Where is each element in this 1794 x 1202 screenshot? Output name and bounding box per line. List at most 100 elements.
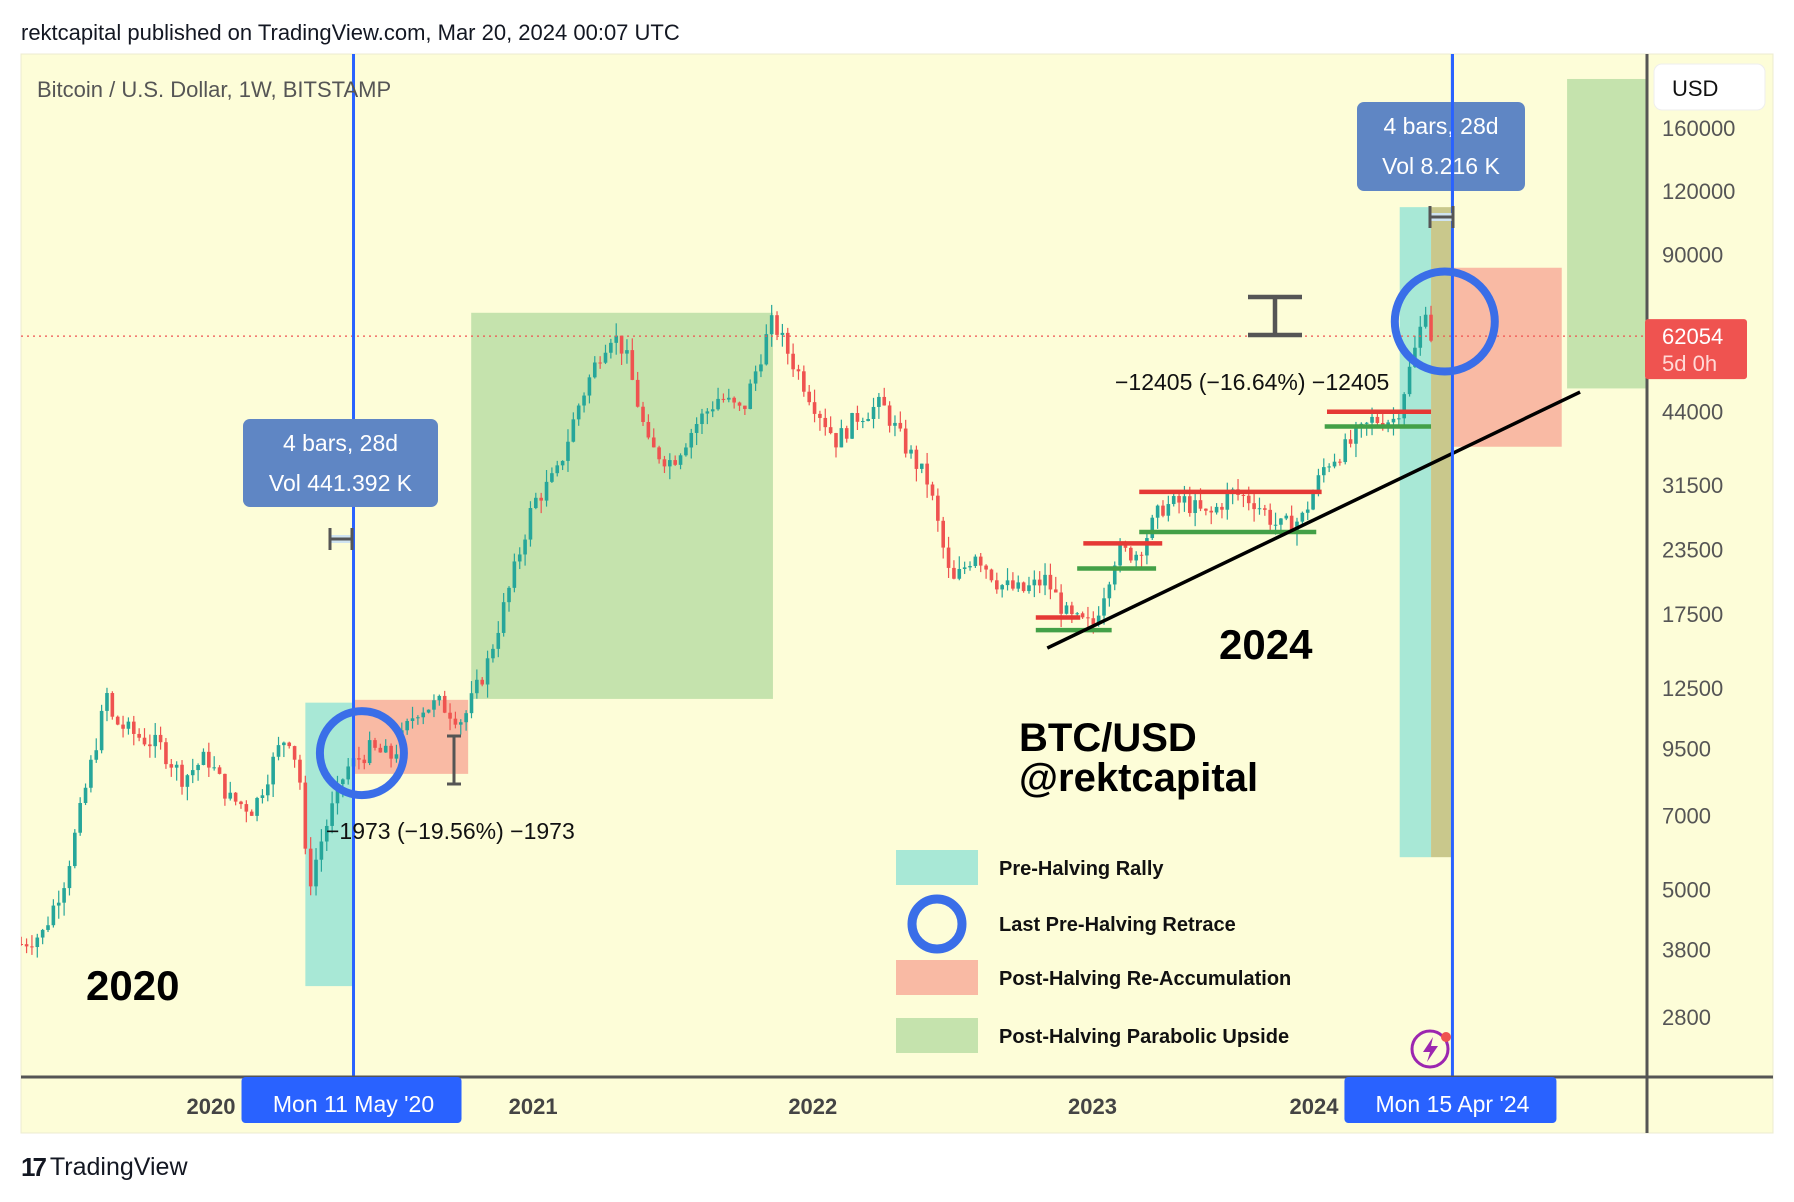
price-tick-label: 23500: [1662, 537, 1723, 562]
candle: [190, 758, 195, 784]
candle-body: [1225, 492, 1230, 510]
candle: [764, 324, 769, 366]
candle-body: [244, 804, 249, 812]
candle: [775, 311, 779, 341]
candle-body: [432, 700, 436, 710]
candle: [346, 758, 350, 785]
candle: [641, 401, 645, 426]
candle-body: [641, 406, 645, 422]
candle-body: [855, 413, 860, 422]
candle: [319, 829, 324, 872]
time-tick-label: 2021: [509, 1094, 558, 1119]
candle-body: [721, 398, 726, 400]
candle-body: [716, 398, 720, 410]
candle-body: [335, 784, 340, 804]
candle-body: [1032, 579, 1037, 586]
candle: [416, 715, 420, 725]
candle-body: [780, 332, 785, 335]
candle-body: [448, 712, 452, 719]
candle-body: [598, 362, 602, 364]
candle-body: [748, 383, 753, 409]
candle-body: [609, 342, 613, 353]
lightning-alert-icon[interactable]: [1410, 1029, 1451, 1069]
candle-body: [126, 721, 131, 729]
candle-body: [919, 463, 924, 469]
tooltip-bg: [243, 419, 438, 507]
candle-body: [1241, 494, 1246, 496]
candle-body: [1171, 496, 1176, 505]
candle: [737, 401, 742, 411]
candle-body: [271, 756, 275, 785]
candle: [1204, 508, 1208, 516]
candle-body: [1123, 545, 1128, 548]
currency-button[interactable]: USD: [1653, 63, 1766, 111]
candle-body: [802, 371, 806, 392]
candle: [475, 669, 479, 699]
candle: [330, 791, 334, 834]
last-price-countdown: 5d 0h: [1662, 351, 1717, 376]
candle: [769, 304, 774, 347]
candle-body: [962, 567, 967, 569]
price-range-marker-icon: [447, 734, 461, 786]
candle-body: [1429, 314, 1433, 341]
candle-body: [378, 747, 383, 753]
candle: [378, 743, 383, 753]
candle: [984, 564, 988, 579]
candle-body: [732, 397, 736, 403]
candle-body: [330, 803, 334, 826]
candle-body: [196, 764, 200, 771]
candle: [212, 756, 216, 771]
date-badge-label: Mon 11 May '20: [273, 1091, 434, 1117]
candle: [458, 719, 463, 735]
candle: [83, 783, 88, 806]
candle: [1241, 492, 1246, 508]
candle-body: [952, 567, 956, 579]
candle: [442, 690, 447, 714]
candle-body: [678, 455, 683, 465]
candle-body: [893, 422, 897, 426]
date-badge-label: Mon 15 Apr '24: [1375, 1091, 1529, 1117]
candle-body: [1139, 554, 1144, 556]
candle-body: [560, 460, 565, 466]
candle: [780, 323, 785, 347]
candle-body: [174, 764, 179, 768]
candle-body: [480, 679, 485, 685]
candle-body: [1279, 518, 1283, 525]
candle: [802, 365, 806, 397]
cycle-label-2024: 2024: [1219, 621, 1313, 668]
date-badge: Mon 15 Apr '24: [1344, 1077, 1557, 1123]
candle-body: [1086, 617, 1090, 619]
candle-body: [314, 859, 318, 887]
candle-body: [405, 720, 409, 731]
candle: [903, 419, 908, 458]
candle: [94, 738, 99, 763]
candle-body: [367, 740, 372, 764]
candle: [298, 754, 302, 790]
candle-body: [887, 405, 892, 426]
candle-body: [737, 402, 742, 406]
candle-body: [769, 315, 774, 335]
price-tick-label: 3800: [1662, 938, 1711, 963]
candle-body: [453, 718, 458, 725]
candle: [930, 481, 935, 501]
candle-body: [812, 402, 817, 414]
candle: [1037, 571, 1042, 594]
candle-body: [1289, 515, 1294, 533]
candle: [678, 453, 683, 470]
candle: [148, 734, 152, 758]
candle-body: [416, 717, 420, 719]
candle-body: [1059, 592, 1063, 614]
candle: [448, 703, 452, 731]
measure-change-label: −12405 (−16.64%) −12405: [1115, 369, 1389, 395]
candle-body: [630, 350, 635, 380]
candle: [255, 796, 259, 822]
price-tick-label: 9500: [1662, 736, 1711, 761]
tradingview-footer[interactable]: 17 TradingView: [21, 1152, 188, 1183]
candle: [1252, 493, 1256, 522]
candle-body: [941, 520, 946, 548]
candle-body: [324, 825, 329, 842]
candle: [721, 393, 726, 403]
tooltip-volume: Vol 8.216 K: [1382, 153, 1500, 179]
candle: [1032, 570, 1037, 598]
